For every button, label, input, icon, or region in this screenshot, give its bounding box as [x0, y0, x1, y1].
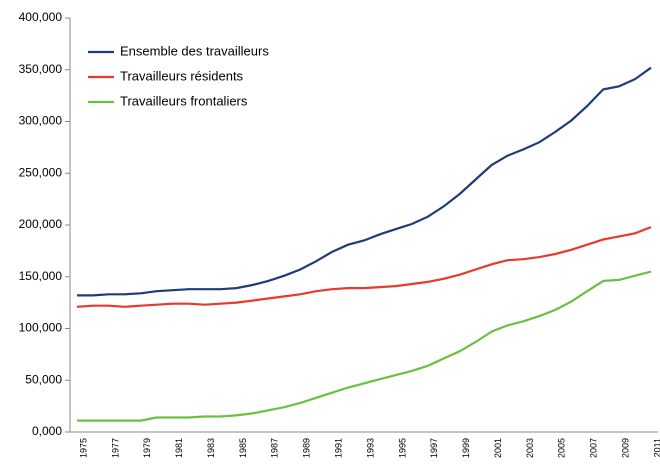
legend-label: Travailleurs frontaliers: [120, 93, 248, 108]
series-line: [77, 66, 652, 297]
x-tick-label: 1981: [174, 438, 184, 458]
x-tick-label: 2009: [620, 438, 630, 458]
x-tick-label: 2003: [525, 438, 535, 458]
x-tick-label: 1985: [238, 438, 248, 458]
x-tick-label: 1987: [270, 438, 280, 458]
y-tick-label: 300,000: [19, 114, 63, 128]
x-tick-label: 1975: [78, 438, 88, 458]
x-tick-label: 1997: [429, 438, 439, 458]
x-tick-label: 2001: [493, 438, 503, 458]
x-tick-label: 1989: [302, 438, 312, 458]
y-tick-label: 100,000: [19, 321, 63, 335]
y-tick-label: 200,000: [19, 217, 63, 231]
legend-label: Ensemble des travailleurs: [120, 43, 269, 58]
x-tick-label: 1995: [397, 438, 407, 458]
y-tick-label: 0,000: [32, 424, 62, 438]
y-tick-label: 250,000: [19, 165, 63, 179]
y-tick-label: 400,000: [19, 10, 63, 24]
y-tick-label: 50,000: [25, 372, 62, 386]
x-tick-label: 1979: [142, 438, 152, 458]
x-tick-label: 1977: [110, 438, 120, 458]
series-line: [77, 270, 652, 422]
y-tick-label: 350,000: [19, 62, 63, 76]
x-tick-label: 1991: [333, 438, 343, 458]
x-tick-label: 2007: [589, 438, 599, 458]
x-tick-label: 1993: [365, 438, 375, 458]
x-tick-label: 2005: [557, 438, 567, 458]
series-line: [76, 226, 652, 308]
x-tick-label: 2011: [652, 438, 660, 457]
legend-label: Travailleurs résidents: [120, 68, 244, 83]
x-tick-label: 1999: [461, 438, 471, 458]
x-tick-label: 1983: [206, 438, 216, 458]
y-tick-label: 150,000: [19, 269, 63, 283]
